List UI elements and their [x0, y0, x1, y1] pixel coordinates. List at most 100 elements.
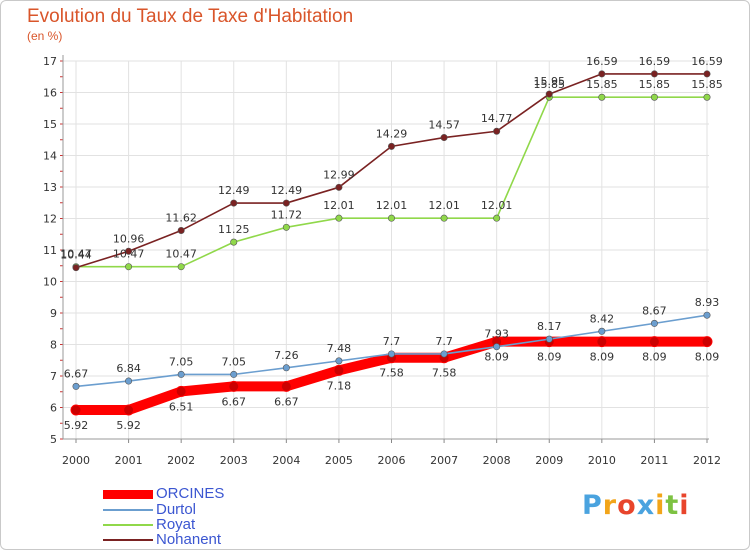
x-tick-label: 2001	[115, 454, 143, 467]
data-label-orcines: 8.09	[695, 351, 720, 364]
data-point-nohanent	[703, 70, 711, 78]
data-point-nohanent	[72, 264, 80, 272]
data-point-royat	[230, 238, 238, 246]
data-point-nohanent	[335, 183, 343, 191]
x-tick-label: 2006	[378, 454, 406, 467]
axes: 5 6 7 8 9 10 11 12 13 14 15 16 17 2000 2001 2002 2003 200…	[43, 55, 721, 467]
data-label-durtol: 7.05	[169, 355, 194, 368]
x-tick-label: 2004	[272, 454, 300, 467]
data-label-nohanent: 14.57	[428, 119, 460, 132]
data-point-nohanent	[282, 199, 290, 207]
data-point-durtol	[125, 377, 133, 385]
data-point-durtol	[335, 357, 343, 365]
data-label-orcines: 6.67	[222, 395, 247, 408]
y-tick-label: 8	[50, 339, 57, 352]
data-point-nohanent	[650, 70, 658, 78]
logo-letter: x	[636, 490, 656, 521]
data-point-durtol	[230, 370, 238, 378]
y-tick-label: 15	[43, 118, 57, 131]
data-point-durtol	[177, 370, 185, 378]
data-label-royat: 12.01	[481, 199, 513, 212]
data-label-nohanent: 16.59	[639, 55, 671, 68]
legend-label-nohanent: Nohanent	[156, 531, 222, 548]
data-label-nohanent: 10.44	[60, 249, 92, 262]
logo-letter: r	[602, 490, 618, 521]
data-label-nohanent: 16.59	[691, 55, 723, 68]
data-label-nohanent: 16.59	[586, 55, 618, 68]
x-tick-label: 2007	[430, 454, 458, 467]
data-label-durtol: 8.17	[537, 320, 562, 333]
x-tick-label: 2005	[325, 454, 353, 467]
data-point-orcines	[701, 336, 713, 348]
y-tick-label: 12	[43, 213, 57, 226]
data-point-durtol	[387, 350, 395, 358]
data-label-nohanent: 11.62	[165, 211, 197, 224]
data-label-royat: 15.85	[691, 78, 723, 91]
data-label-royat: 12.01	[376, 199, 408, 212]
y-axis-unit-label: (en %)	[27, 29, 63, 43]
logo-letter: i	[679, 490, 690, 521]
y-tick-label: 13	[43, 181, 57, 194]
data-point-nohanent	[230, 199, 238, 207]
data-label-nohanent: 12.49	[271, 184, 303, 197]
y-tick-label: 11	[43, 244, 57, 257]
data-point-durtol	[650, 319, 658, 327]
data-label-royat: 15.85	[639, 78, 671, 91]
data-label-nohanent: 14.77	[481, 112, 513, 125]
grid	[63, 60, 709, 440]
data-point-durtol	[493, 343, 501, 351]
data-label-royat: 10.47	[113, 248, 145, 261]
data-label-royat: 11.25	[218, 223, 250, 236]
data-labels: 5.92 5.92 6.51 6.67 6.67 7.18 7.58 7.58 8.09 8.09…	[60, 55, 723, 432]
data-point-durtol	[440, 350, 448, 358]
data-label-durtol: 7.48	[327, 342, 352, 355]
data-label-orcines: 5.92	[64, 419, 89, 432]
legend-label-royat: Royat	[156, 516, 196, 533]
y-tick-label: 16	[43, 87, 57, 100]
data-point-nohanent	[125, 247, 133, 255]
data-point-nohanent	[177, 226, 185, 234]
data-label-royat: 12.01	[428, 199, 460, 212]
data-label-royat: 15.85	[534, 78, 566, 91]
legend-swatch-royat	[103, 524, 153, 526]
legend-swatch-orcines	[103, 489, 153, 499]
data-point-nohanent	[440, 134, 448, 142]
data-point-royat	[335, 214, 343, 222]
series-lines	[70, 70, 713, 416]
data-point-orcines	[123, 404, 135, 416]
data-point-royat	[177, 263, 185, 271]
data-point-durtol	[703, 311, 711, 319]
data-point-nohanent	[545, 90, 553, 98]
x-tick-label: 2012	[693, 454, 721, 467]
data-label-royat: 12.01	[323, 199, 355, 212]
data-label-orcines: 6.51	[169, 400, 194, 413]
data-point-royat	[440, 214, 448, 222]
data-point-orcines	[70, 404, 82, 416]
data-point-orcines	[648, 336, 660, 348]
y-tick-label: 10	[43, 276, 57, 289]
data-label-orcines: 8.09	[484, 351, 509, 364]
y-tick-label: 7	[50, 370, 57, 383]
x-tick-label: 2008	[483, 454, 511, 467]
data-label-orcines: 8.09	[642, 351, 667, 364]
data-label-durtol: 8.67	[642, 304, 667, 317]
data-label-royat: 10.47	[60, 248, 92, 261]
data-point-durtol	[545, 335, 553, 343]
data-label-durtol: 8.42	[590, 312, 615, 325]
data-point-nohanent	[387, 142, 395, 150]
data-label-durtol: 7.93	[484, 328, 509, 341]
x-tick-label: 2009	[535, 454, 563, 467]
data-label-orcines: 8.09	[537, 351, 562, 364]
data-point-royat	[650, 93, 658, 101]
y-tick-label: 9	[50, 307, 57, 320]
logo-letter: o	[617, 490, 637, 521]
data-point-royat	[493, 214, 501, 222]
x-tick-label: 2002	[167, 454, 195, 467]
data-label-durtol: 8.93	[695, 296, 720, 309]
data-label-royat: 15.85	[586, 78, 618, 91]
y-tick-label: 5	[50, 433, 57, 446]
y-tick-label: 14	[43, 150, 57, 163]
x-tick-label: 2000	[62, 454, 90, 467]
data-point-royat	[125, 263, 133, 271]
